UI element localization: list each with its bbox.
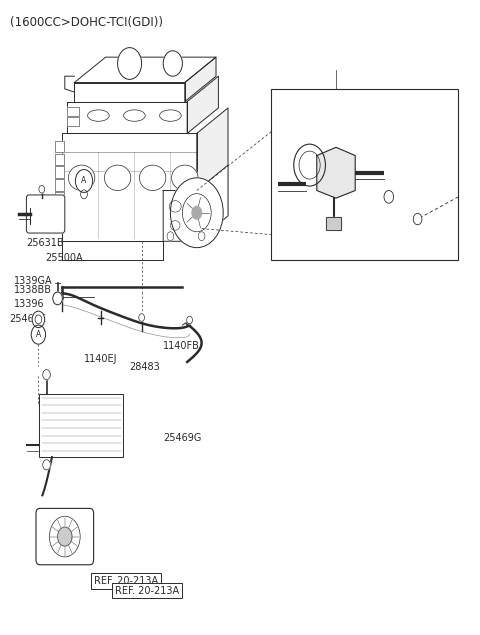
Circle shape — [139, 314, 144, 321]
Circle shape — [31, 325, 46, 344]
Bar — [55, 154, 64, 165]
Text: 1140EJ: 1140EJ — [84, 354, 118, 364]
Text: 25623R: 25623R — [298, 189, 336, 199]
Text: A: A — [82, 177, 86, 185]
Circle shape — [192, 206, 202, 219]
Ellipse shape — [124, 110, 145, 121]
Polygon shape — [62, 133, 197, 241]
Circle shape — [53, 292, 62, 305]
Text: 25600A: 25600A — [317, 173, 354, 183]
Circle shape — [198, 232, 205, 241]
Ellipse shape — [170, 220, 180, 231]
Polygon shape — [67, 102, 187, 133]
Text: 13396: 13396 — [14, 298, 45, 309]
Bar — [55, 179, 64, 190]
Text: 1338BB: 1338BB — [14, 285, 52, 295]
Text: 25631B: 25631B — [26, 237, 64, 248]
Circle shape — [39, 185, 45, 193]
Text: 28483: 28483 — [130, 362, 160, 372]
Bar — [55, 141, 64, 152]
Circle shape — [413, 213, 422, 225]
Ellipse shape — [140, 165, 166, 190]
Bar — [39, 394, 123, 457]
Circle shape — [187, 316, 192, 324]
Circle shape — [170, 178, 223, 248]
Text: 39220G: 39220G — [274, 216, 312, 226]
Text: 1140FB: 1140FB — [163, 341, 200, 351]
Bar — [55, 154, 64, 165]
Ellipse shape — [69, 165, 95, 190]
Ellipse shape — [159, 110, 181, 121]
Bar — [55, 179, 64, 190]
Circle shape — [43, 370, 50, 380]
Circle shape — [81, 190, 87, 199]
Circle shape — [118, 48, 142, 79]
Circle shape — [43, 460, 50, 470]
Bar — [271, 89, 458, 260]
Text: 25469G: 25469G — [163, 433, 202, 443]
Bar — [55, 192, 64, 203]
Bar — [55, 166, 64, 178]
Bar — [67, 107, 79, 116]
Circle shape — [32, 311, 45, 328]
Text: 1339GA: 1339GA — [14, 276, 53, 286]
Ellipse shape — [169, 201, 181, 212]
Polygon shape — [317, 147, 355, 198]
Polygon shape — [74, 57, 216, 83]
Bar — [67, 107, 79, 116]
Polygon shape — [62, 241, 163, 260]
Text: A: A — [36, 330, 41, 339]
Text: REF. 20-213A: REF. 20-213A — [115, 585, 180, 596]
Bar — [67, 117, 79, 126]
Ellipse shape — [172, 165, 198, 190]
Ellipse shape — [87, 110, 109, 121]
FancyBboxPatch shape — [26, 195, 65, 233]
Circle shape — [75, 170, 93, 192]
Text: 1140FB: 1140FB — [391, 250, 428, 260]
Bar — [326, 217, 341, 230]
Bar — [326, 217, 341, 230]
Text: (1600CC>DOHC-TCI(GDI)): (1600CC>DOHC-TCI(GDI)) — [10, 16, 163, 29]
Circle shape — [58, 527, 72, 546]
Bar — [55, 166, 64, 178]
Bar — [55, 141, 64, 152]
FancyBboxPatch shape — [36, 509, 94, 565]
Text: 25500A: 25500A — [46, 253, 83, 264]
Circle shape — [384, 190, 394, 203]
Circle shape — [167, 232, 174, 241]
Text: 27140: 27140 — [290, 232, 321, 242]
Circle shape — [163, 51, 182, 76]
Bar — [67, 117, 79, 126]
Polygon shape — [185, 57, 216, 102]
Text: REF. 20-213A: REF. 20-213A — [94, 576, 158, 586]
Polygon shape — [74, 83, 185, 102]
Bar — [39, 394, 123, 457]
Polygon shape — [46, 216, 62, 229]
Text: 25463E: 25463E — [10, 314, 47, 324]
Circle shape — [294, 144, 325, 186]
Polygon shape — [187, 76, 218, 133]
Bar — [55, 192, 64, 203]
Polygon shape — [197, 108, 228, 241]
Ellipse shape — [104, 165, 131, 190]
Polygon shape — [163, 165, 228, 241]
